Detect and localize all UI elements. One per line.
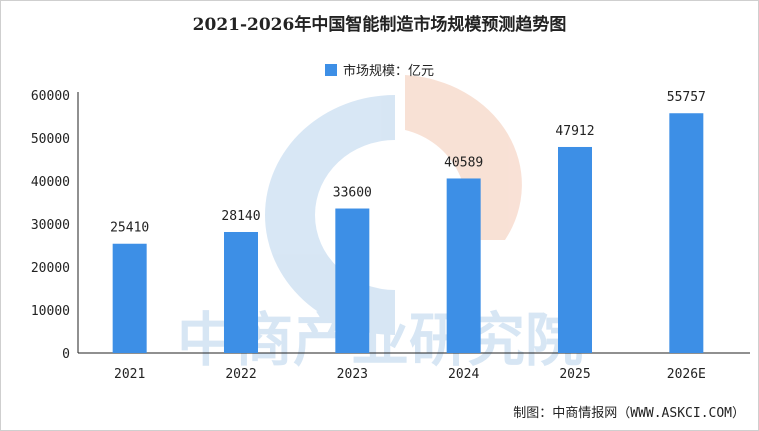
x-tick-label: 2024 (448, 367, 479, 382)
data-label: 28140 (221, 209, 260, 224)
x-tick-label: 2023 (337, 367, 368, 382)
y-tick-label: 40000 (31, 175, 70, 190)
y-tick-label: 60000 (31, 89, 70, 104)
bar (335, 208, 370, 353)
legend-swatch (324, 63, 337, 76)
chart-title: 2021-2026年中国智能制造市场规模预测趋势图 (192, 15, 567, 35)
watermark-logo-blue (265, 95, 395, 335)
bar (558, 146, 592, 353)
x-tick-label: 2021 (114, 367, 145, 382)
legend: 市场规模：亿元 (0, 60, 759, 79)
x-tick-label: 2025 (559, 367, 590, 382)
bar (224, 231, 258, 353)
y-tick-label: 50000 (31, 132, 70, 147)
data-label: 25410 (110, 221, 149, 236)
bar (669, 113, 704, 353)
source-note: 制图：中商情报网（WWW.ASKCI.COM） (513, 406, 745, 421)
bar (446, 178, 481, 353)
data-label: 47912 (555, 124, 594, 139)
y-tick-label: 0 (62, 347, 70, 362)
x-tick-label: 2022 (225, 367, 256, 382)
data-label: 55757 (667, 90, 706, 105)
y-tick-label: 20000 (31, 261, 70, 276)
bar (112, 243, 147, 353)
legend-label: 市场规模：亿元 (342, 64, 434, 79)
data-label: 33600 (333, 186, 372, 201)
data-label: 40589 (444, 155, 483, 170)
y-tick-label: 10000 (31, 304, 70, 319)
x-tick-label: 2026E (667, 367, 706, 382)
y-tick-label: 30000 (31, 218, 70, 233)
watermark-logo-orange (405, 75, 522, 240)
